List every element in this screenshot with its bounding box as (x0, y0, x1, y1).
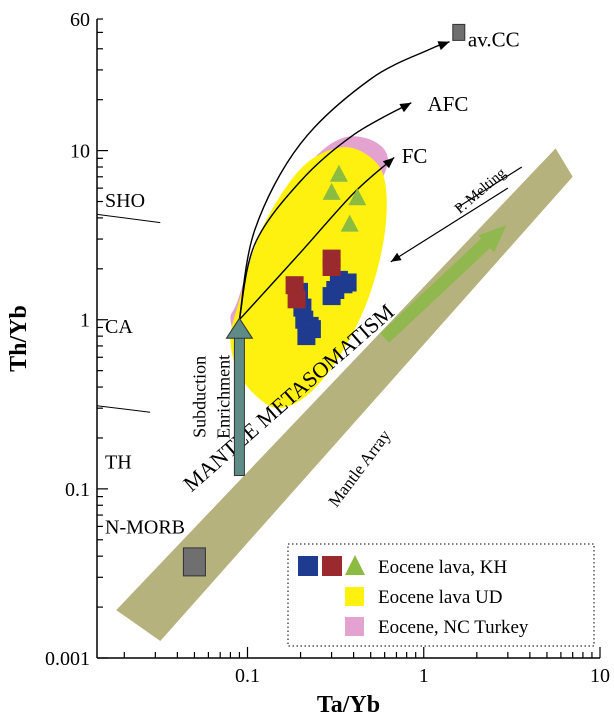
y-tick-label: 1 (80, 310, 90, 332)
avcc-curve-arrow-head (437, 41, 450, 51)
mantle-metasomatism-arrow-head (478, 225, 507, 253)
legend-swatch-green-triangle (345, 555, 365, 575)
afc-curve-arrow-head (399, 102, 412, 113)
legend-swatch (345, 587, 364, 606)
partial-melting-arrow-head (390, 252, 402, 262)
partial-melting-line (456, 166, 523, 209)
chart-axes: 0.1 1 10 0.001 0.1 1 10 60 Ta/Yb Th/Yb (6, 9, 610, 718)
kh-green-triangle (348, 188, 367, 206)
kh-green-triangle (340, 214, 359, 232)
mantle-metasomatism-arrow-shaft (380, 236, 492, 343)
subduction-arrow-head (225, 317, 254, 339)
kh-red-square (322, 258, 341, 276)
y-tick-label: 0.001 (45, 648, 90, 670)
legend-swatch-red-square (322, 556, 342, 576)
legend: Eocene lava, KH Eocene lava UD Eocene, NC … (287, 543, 595, 647)
field-boundary-line (96, 405, 151, 413)
y-tick-label: 60 (70, 9, 90, 31)
kh-red-square (287, 290, 306, 309)
y-axis-title: Th/Yb (6, 305, 32, 372)
avcc-label: av.CC (468, 27, 520, 51)
legend-label: Eocene lava UD (378, 587, 503, 608)
ud-field (230, 147, 387, 409)
legend-label: Eocene, NC Turkey (378, 617, 529, 638)
kh-red-square (285, 276, 304, 295)
kh-blue-square (297, 327, 316, 346)
subduction-label-line: Subduction (189, 356, 209, 438)
partial-melting-arrow-shaft (390, 187, 509, 263)
kh-blue-square (338, 273, 357, 292)
fc-curve (238, 156, 395, 321)
n-morb-box (182, 547, 206, 577)
x-tick-label: 0.1 (235, 665, 260, 687)
fc-curve-arrow-head (382, 157, 395, 169)
x-tick-label: 1 (419, 665, 429, 687)
field-label: TH (105, 452, 132, 474)
x-tick-label: 10 (590, 665, 610, 687)
kh-green-triangle (322, 182, 341, 200)
field-label: CA (105, 316, 133, 338)
x-axis-title: Ta/Yb (317, 692, 380, 718)
legend-label: Eocene lava, KH (378, 557, 508, 578)
subduction-arrow-shaft (233, 335, 245, 476)
field-label: N-MORB (105, 516, 185, 538)
fc-label: FC (402, 144, 428, 168)
subduction-label-line: Enrichment (213, 355, 233, 439)
avcc-box (452, 23, 466, 41)
y-tick-label: 10 (70, 141, 90, 163)
field-label: SHO (105, 190, 145, 212)
avcc-curve (238, 41, 450, 320)
field-boundary-line (96, 213, 161, 224)
kh-green-triangle (329, 164, 348, 182)
afc-curve (238, 102, 412, 320)
legend-swatch (345, 617, 364, 636)
afc-label: AFC (427, 92, 468, 116)
legend-swatch-blue-square (298, 556, 318, 576)
y-tick-label: 0.1 (65, 479, 90, 501)
